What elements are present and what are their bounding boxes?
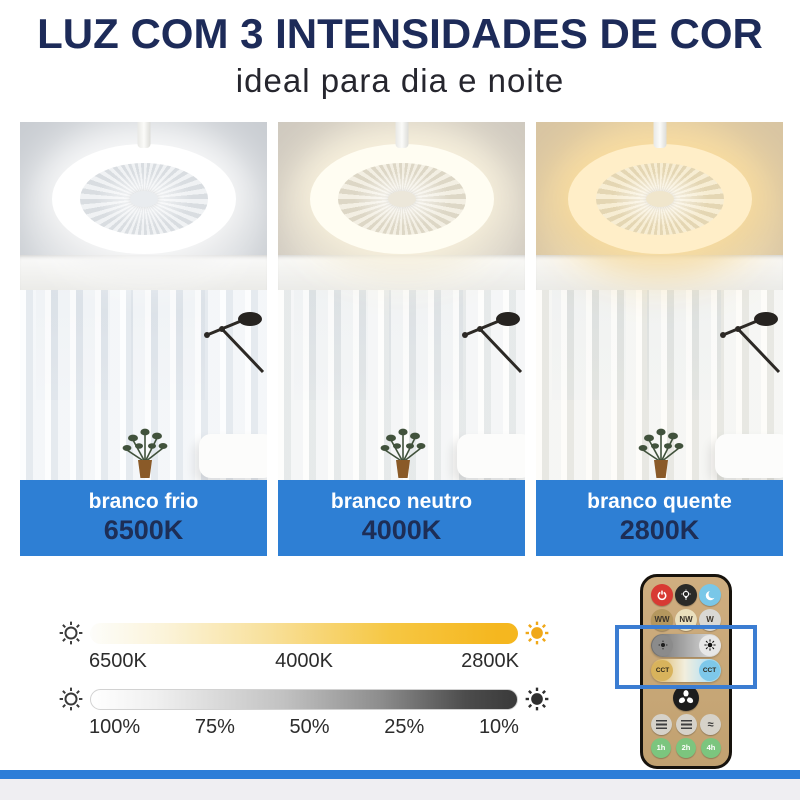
desk-lamp-silhouette <box>720 312 781 374</box>
panel-branco-neutro: branco neutro 4000K <box>278 122 525 556</box>
temp-kelvin: 4000K <box>361 515 442 545</box>
ceiling-fan-lamp <box>309 144 494 254</box>
power-icon <box>657 590 667 601</box>
fan-hub <box>129 191 158 207</box>
sun-filled-dark-icon <box>525 687 549 711</box>
lamp-rod <box>395 122 408 148</box>
sun-filled-yellow-icon <box>525 621 549 645</box>
sun-bright-icon <box>703 639 716 651</box>
temp-kelvin: 6500K <box>103 515 184 545</box>
cct-pill: CCT CCT <box>651 659 721 683</box>
desk-lamp-silhouette <box>462 312 523 374</box>
brightness-tick: 25% <box>384 716 425 738</box>
panel-branco-frio: branco frio 6500K <box>20 122 267 556</box>
sheer-curtains <box>536 290 783 480</box>
cct-tick: 6500K <box>89 650 147 672</box>
timer-1h-button: 1h <box>651 737 671 758</box>
brightness-pill <box>651 633 721 657</box>
cct-cool-button: CCT <box>699 660 720 682</box>
temp-banner-warm: branco quente 2800K <box>536 480 783 556</box>
timer-4h-button: 4h <box>701 737 721 758</box>
fan-hub <box>387 191 416 207</box>
brightness-tick: 75% <box>194 716 235 738</box>
sun-outline-icon <box>59 687 83 711</box>
timer-2h-button: 2h <box>676 737 696 758</box>
vase <box>138 460 153 478</box>
temp-label: branco quente <box>587 490 732 513</box>
sheer-curtains <box>20 290 267 480</box>
brightness-tick: 50% <box>289 716 330 738</box>
cct-highlight-box <box>615 625 757 689</box>
pillow <box>199 434 267 478</box>
vase <box>396 460 411 478</box>
sun-outline-icon <box>59 621 83 645</box>
header: LUZ COM 3 INTENSIDADES DE COR ideal para… <box>0 10 800 100</box>
sun-dim-icon <box>658 640 667 650</box>
room-photo-cool <box>20 122 267 480</box>
cct-tick: 4000K <box>275 650 333 672</box>
remote-row-power <box>651 584 721 606</box>
wall-valance <box>536 255 783 290</box>
speed-mid-button <box>675 714 697 736</box>
bulb-icon <box>681 589 691 600</box>
plant <box>380 428 426 478</box>
temp-banner-neutral: branco neutro 4000K <box>278 480 525 556</box>
speed-bars-icon <box>656 720 667 730</box>
temp-label: branco neutro <box>330 490 473 513</box>
bottom-accent-bar <box>0 770 800 779</box>
fan-icon <box>678 690 694 704</box>
remote-row-speeds: ≈ <box>651 714 721 736</box>
page-title: LUZ COM 3 INTENSIDADES DE COR <box>37 10 763 57</box>
panel-branco-quente: branco quente 2800K <box>536 122 783 556</box>
ceiling-fan-lamp <box>51 144 236 254</box>
plant <box>638 428 684 478</box>
brightness-tick-labels: 100% 75% 50% 25% 10% <box>89 716 519 739</box>
pillow <box>457 434 525 478</box>
temp-kelvin: 2800K <box>619 515 700 545</box>
remote-control: WW NW W <box>640 574 732 769</box>
plant <box>122 428 168 478</box>
footer-strip <box>0 779 800 800</box>
lamp-rod <box>653 122 666 148</box>
remote-row-fan <box>651 685 721 712</box>
speed-wave-icon: ≈ <box>707 718 714 731</box>
fan-button <box>673 685 699 712</box>
vase <box>654 460 669 478</box>
wall-valance <box>278 255 525 290</box>
temp-banner-cool: branco frio 6500K <box>20 480 267 556</box>
power-button <box>651 584 673 606</box>
speed-bars-icon <box>680 720 692 730</box>
speed-low-button <box>651 714 672 736</box>
brightness-tick: 100% <box>89 716 141 738</box>
color-temperature-panels: branco frio 6500K <box>20 122 783 556</box>
fan-blades <box>337 163 466 235</box>
room-photo-neutral <box>278 122 525 480</box>
brightness-tick: 10% <box>478 716 519 738</box>
pillow <box>715 434 783 478</box>
room-photo-warm <box>536 122 783 480</box>
night-mode-button <box>699 584 721 606</box>
desk-lamp-silhouette <box>204 312 265 374</box>
remote-row-timers: 1h 2h 4h <box>651 737 721 758</box>
dim-down-button <box>652 634 673 656</box>
bulb-button <box>675 584 697 606</box>
brightness-gradient-bar <box>90 688 518 710</box>
lamp-rod <box>137 122 150 148</box>
speed-high-button: ≈ <box>700 714 721 736</box>
cct-scale: 6500K 4000K 2800K <box>58 620 550 673</box>
fan-hub <box>645 191 674 207</box>
dim-up-button <box>699 634 720 656</box>
cct-tick-labels: 6500K 4000K 2800K <box>89 650 519 673</box>
cct-tick: 2800K <box>461 650 519 672</box>
page-subtitle: ideal para dia e noite <box>235 62 565 99</box>
temp-label: branco frio <box>88 490 199 513</box>
cct-gradient-bar <box>90 622 518 644</box>
ceiling-fan-lamp <box>567 144 752 254</box>
brightness-scale: 100% 75% 50% 25% 10% <box>58 686 550 739</box>
cct-warm-button: CCT <box>652 660 673 682</box>
wall-valance <box>20 255 267 290</box>
moon-icon <box>705 589 717 600</box>
